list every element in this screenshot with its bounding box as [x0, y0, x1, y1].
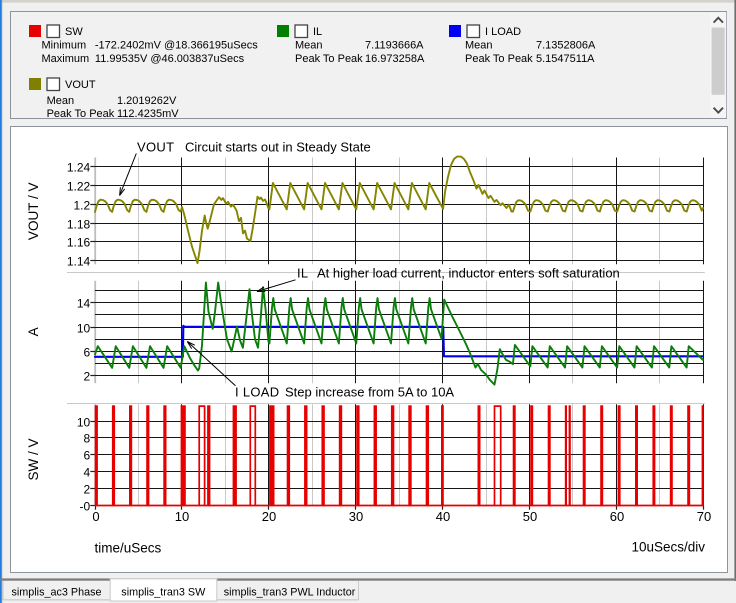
svg-text:1.16: 1.16 — [67, 235, 91, 249]
svg-text:50: 50 — [523, 509, 537, 524]
svg-text:2: 2 — [84, 482, 91, 496]
svg-text:7.1352806A: 7.1352806A — [536, 39, 596, 51]
svg-text:7.1193666A: 7.1193666A — [365, 39, 424, 51]
svg-text:4: 4 — [84, 465, 91, 479]
svg-text:Mean: Mean — [465, 39, 493, 51]
svg-text:SW: SW — [65, 26, 83, 38]
svg-text:I LOAD: I LOAD — [235, 385, 279, 400]
svg-text:Mean: Mean — [47, 95, 75, 107]
svg-text:Circuit starts out in Steady S: Circuit starts out in Steady State — [185, 140, 371, 155]
svg-text:112.4235mV: 112.4235mV — [117, 108, 179, 120]
svg-text:1.2: 1.2 — [74, 198, 91, 212]
svg-text:16.973258A: 16.973258A — [365, 53, 425, 65]
svg-text:6: 6 — [84, 448, 91, 462]
svg-text:VOUT / V: VOUT / V — [26, 183, 41, 241]
svg-text:1.22: 1.22 — [67, 179, 91, 193]
svg-text:At higher load current, induct: At higher load current, inductor enters … — [317, 266, 620, 281]
svg-text:time/uSecs: time/uSecs — [95, 541, 162, 556]
svg-text:VOUT: VOUT — [65, 79, 96, 91]
svg-text:1.18: 1.18 — [67, 217, 91, 231]
svg-text:2: 2 — [84, 369, 91, 383]
svg-text:Peak To Peak: Peak To Peak — [47, 108, 115, 120]
svg-text:40: 40 — [436, 509, 450, 524]
svg-text:IL: IL — [297, 266, 308, 281]
svg-text:simplis_tran3 PWL Inductor: simplis_tran3 PWL Inductor — [224, 586, 356, 598]
svg-text:1.24: 1.24 — [67, 160, 91, 174]
svg-text:10uSecs/div: 10uSecs/div — [631, 540, 705, 555]
svg-text:70: 70 — [697, 509, 711, 524]
svg-text:11.99535V @46.003837uSecs: 11.99535V @46.003837uSecs — [95, 53, 245, 65]
svg-text:I LOAD: I LOAD — [485, 26, 521, 38]
svg-text:10: 10 — [175, 509, 189, 524]
svg-text:Maximum: Maximum — [42, 53, 90, 65]
svg-text:-172.2402mV @18.366195uSecs: -172.2402mV @18.366195uSecs — [95, 39, 258, 51]
svg-text:14: 14 — [77, 296, 91, 310]
svg-text:20: 20 — [262, 509, 276, 524]
svg-text:1.2019262V: 1.2019262V — [117, 95, 177, 107]
svg-text:30: 30 — [349, 509, 363, 524]
svg-text:0: 0 — [92, 509, 99, 524]
svg-text:1.14: 1.14 — [67, 254, 91, 268]
svg-text:simplis_ac3 Phase: simplis_ac3 Phase — [11, 586, 101, 598]
svg-text:6: 6 — [84, 345, 91, 359]
svg-text:10: 10 — [77, 415, 91, 429]
svg-text:VOUT: VOUT — [137, 140, 174, 155]
svg-text:Minimum: Minimum — [42, 39, 87, 51]
svg-text:10: 10 — [77, 321, 91, 335]
svg-text:5.1547511A: 5.1547511A — [536, 53, 595, 65]
svg-text:Mean: Mean — [295, 39, 323, 51]
svg-text:SW / V: SW / V — [26, 438, 41, 480]
svg-text:-0: -0 — [80, 499, 91, 513]
svg-text:60: 60 — [610, 509, 624, 524]
svg-text:A: A — [26, 327, 41, 336]
svg-text:Step increase from 5A to 10A: Step increase from 5A to 10A — [285, 385, 454, 400]
svg-text:IL: IL — [313, 26, 322, 38]
svg-text:simplis_tran3 SW: simplis_tran3 SW — [121, 586, 206, 598]
svg-text:Peak To Peak: Peak To Peak — [465, 53, 533, 65]
svg-text:Peak To Peak: Peak To Peak — [295, 53, 363, 65]
svg-text:8: 8 — [84, 431, 91, 445]
